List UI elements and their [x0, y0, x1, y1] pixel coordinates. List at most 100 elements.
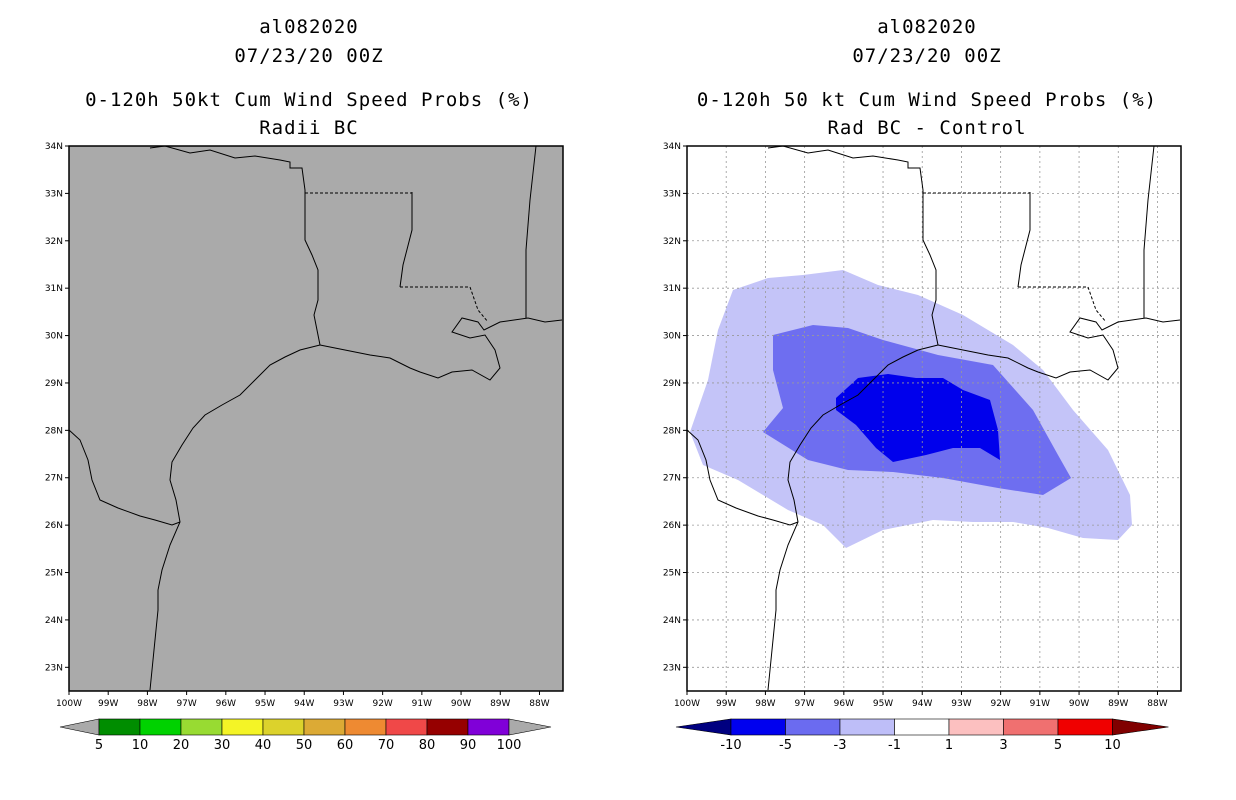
- colorbar-swatch: [262, 718, 305, 736]
- lon-label: 89W: [490, 699, 510, 709]
- lon-label: 88W: [529, 699, 549, 709]
- lat-label: 34N: [663, 142, 681, 152]
- colorbar-swatch: [385, 718, 428, 736]
- colorbar-label: 80: [419, 738, 436, 753]
- lon-label: 95W: [255, 699, 275, 709]
- lat-label: 33N: [45, 189, 63, 199]
- lat-label: 24N: [663, 616, 681, 626]
- colorbar-label: -3: [834, 738, 847, 753]
- left-map-background: [68, 145, 564, 692]
- colorbar-label: 20: [173, 738, 190, 753]
- colorbar-swatch: [948, 718, 1004, 736]
- lon-label: 91W: [1030, 699, 1050, 709]
- colorbar-swatch: [303, 718, 346, 736]
- left-map-area: [68, 145, 564, 692]
- lat-label: 32N: [45, 237, 63, 247]
- colorbar-swatch: [894, 718, 950, 736]
- lon-label: 88W: [1147, 699, 1167, 709]
- colorbar-swatch: [344, 718, 387, 736]
- colorbar-label: 60: [337, 738, 354, 753]
- lat-label: 27N: [45, 474, 63, 484]
- lat-label: 27N: [663, 474, 681, 484]
- lon-label: 99W: [716, 699, 736, 709]
- colorbar-swatch: [730, 718, 786, 736]
- right-map-area: [686, 145, 1182, 692]
- lon-label: 99W: [98, 699, 118, 709]
- lon-label: 97W: [794, 699, 814, 709]
- colorbar-swatch: [1057, 718, 1113, 736]
- left-coastline: [68, 145, 563, 691]
- lon-label: 91W: [412, 699, 432, 709]
- lat-label: 34N: [45, 142, 63, 152]
- colorbar-swatch: [221, 718, 264, 736]
- plot-title: 0-120h 50kt Cum Wind Speed Probs (%): [85, 89, 533, 111]
- colorbar-label: 50: [296, 738, 313, 753]
- lat-label: 26N: [663, 521, 681, 531]
- storm-id: al082020: [877, 16, 977, 38]
- lat-label: 33N: [663, 189, 681, 199]
- lat-label: 32N: [663, 237, 681, 247]
- lon-label: 92W: [372, 699, 392, 709]
- colorbar-swatch: [839, 718, 895, 736]
- plot-title: 0-120h 50 kt Cum Wind Speed Probs (%): [696, 89, 1158, 111]
- left-colorbar: 5 10 20 30 40 50 60 70 80 90 100: [59, 718, 552, 753]
- colorbar-label: 1: [945, 738, 953, 753]
- colorbar-label: -1: [888, 738, 901, 753]
- colorbar-label: 100: [497, 738, 522, 753]
- lat-label: 23N: [663, 663, 681, 673]
- colorbar-swatch: [139, 718, 182, 736]
- colorbar-label: 5: [1054, 738, 1062, 753]
- plot-subtitle: Radii BC: [259, 117, 359, 139]
- lat-label: 31N: [45, 284, 63, 294]
- lon-label: 94W: [294, 699, 314, 709]
- colorbar-label: -5: [779, 738, 792, 753]
- lon-label: 96W: [834, 699, 854, 709]
- colorbar-label: 40: [255, 738, 272, 753]
- datetime: 07/23/20 00Z: [234, 45, 384, 67]
- colorbar-label: 10: [1104, 738, 1121, 753]
- lat-label: 29N: [663, 379, 681, 389]
- colorbar-swatch: [426, 718, 469, 736]
- colorbar-swatch: [180, 718, 223, 736]
- right-map-svg: 34N 33N 32N 31N 30N 29N 28N 27N 26N 25N 24N 23N 100…: [663, 142, 1182, 753]
- lon-label: 93W: [951, 699, 971, 709]
- contour-dark: [836, 374, 1000, 462]
- colorbar-swatch: [467, 718, 510, 736]
- lon-label: 98W: [137, 699, 157, 709]
- storm-id: al082020: [259, 16, 359, 38]
- right-coastline: [686, 145, 1181, 691]
- colorbar-swatch: [1003, 718, 1059, 736]
- lon-label: 93W: [333, 699, 353, 709]
- right-panel: al082020 07/23/20 00Z 0-120h 50 kt Cum W…: [618, 0, 1236, 800]
- lat-label: 28N: [45, 426, 63, 436]
- lat-label: 23N: [45, 663, 63, 673]
- lon-label: 100W: [56, 699, 82, 709]
- left-lon-labels: 100W 99W 98W 97W 96W 95W 94W 93W 92W 91W 90W 89W 88W: [56, 691, 550, 709]
- lon-label: 95W: [873, 699, 893, 709]
- colorbar-label: -10: [720, 738, 741, 753]
- lon-label: 90W: [451, 699, 471, 709]
- lat-label: 26N: [45, 521, 63, 531]
- colorbar-label: 3: [999, 738, 1007, 753]
- left-lat-labels: 34N 33N 32N 31N 30N 29N 28N 27N 26N 25N 24N 23N: [45, 142, 69, 673]
- colorbar-label: 70: [378, 738, 395, 753]
- colorbar-label: 90: [460, 738, 477, 753]
- lon-label: 92W: [990, 699, 1010, 709]
- datetime: 07/23/20 00Z: [852, 45, 1002, 67]
- lat-label: 25N: [663, 569, 681, 579]
- right-lon-labels: 100W 99W 98W 97W 96W 95W 94W 93W 92W 91W 90W 89W 88W: [674, 691, 1168, 709]
- lat-label: 28N: [663, 426, 681, 436]
- lat-label: 30N: [45, 332, 63, 342]
- left-panel: al082020 07/23/20 00Z 0-120h 50kt Cum Wi…: [45, 16, 564, 753]
- left-map-svg: 34N 33N 32N 31N 30N 29N 28N 27N 26N 25N 24N 23N 100…: [45, 142, 564, 753]
- lon-label: 94W: [912, 699, 932, 709]
- lon-label: 89W: [1108, 699, 1128, 709]
- right-colorbar: -10 -5 -3 -1 1 3 5 10: [675, 718, 1169, 753]
- colorbar-label: 5: [95, 738, 103, 753]
- lon-label: 100W: [674, 699, 700, 709]
- lat-label: 29N: [45, 379, 63, 389]
- lat-label: 30N: [663, 332, 681, 342]
- lat-label: 24N: [45, 616, 63, 626]
- prob-contours: [690, 270, 1132, 548]
- colorbar-label: 10: [132, 738, 149, 753]
